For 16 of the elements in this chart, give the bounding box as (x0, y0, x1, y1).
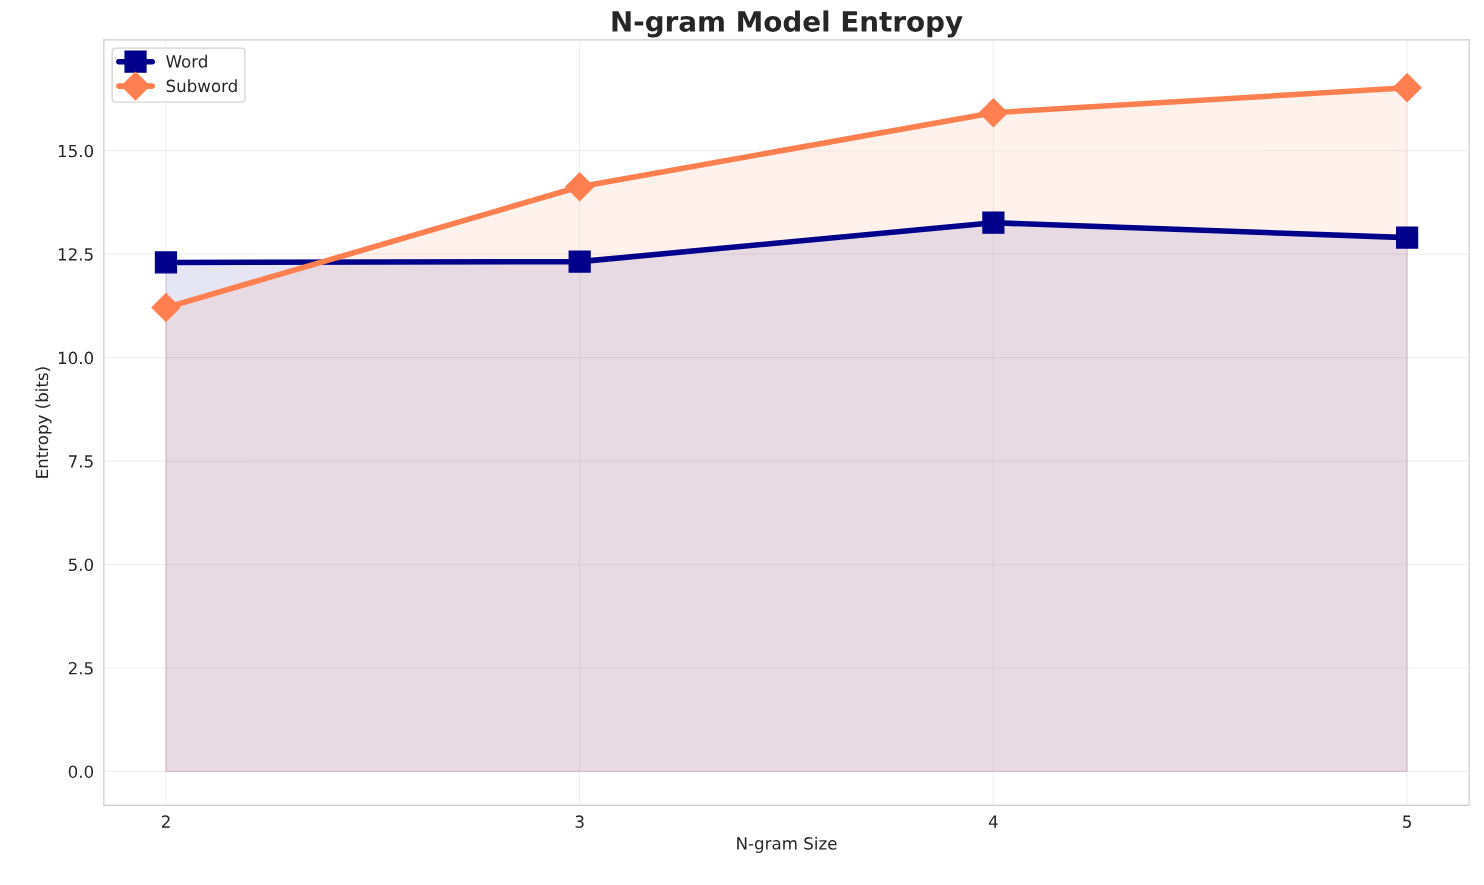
x-tick-label: 5 (1403, 815, 1411, 828)
y-tick-label: 12.5 (58, 248, 93, 261)
legend-label: Word (166, 54, 207, 68)
x-tick-label: 2 (161, 815, 170, 828)
y-tick-label: 10.0 (58, 351, 94, 365)
x-axis-title: N-gram Size (737, 836, 837, 853)
y-tick-label: 5.0 (68, 558, 94, 572)
y-axis-title: Entropy (bits) (35, 367, 52, 478)
y-tick-label: 7.5 (69, 455, 93, 468)
x-tick-label: 3 (575, 815, 584, 828)
y-tick-label: 2.5 (68, 661, 93, 675)
x-tick-label: 4 (988, 815, 998, 828)
y-tick-label: 15.0 (58, 144, 94, 158)
chart-title: N-gram Model Entropy (612, 10, 963, 38)
legend-label: Subword (166, 79, 237, 93)
y-tick-label: 0.0 (68, 765, 94, 778)
